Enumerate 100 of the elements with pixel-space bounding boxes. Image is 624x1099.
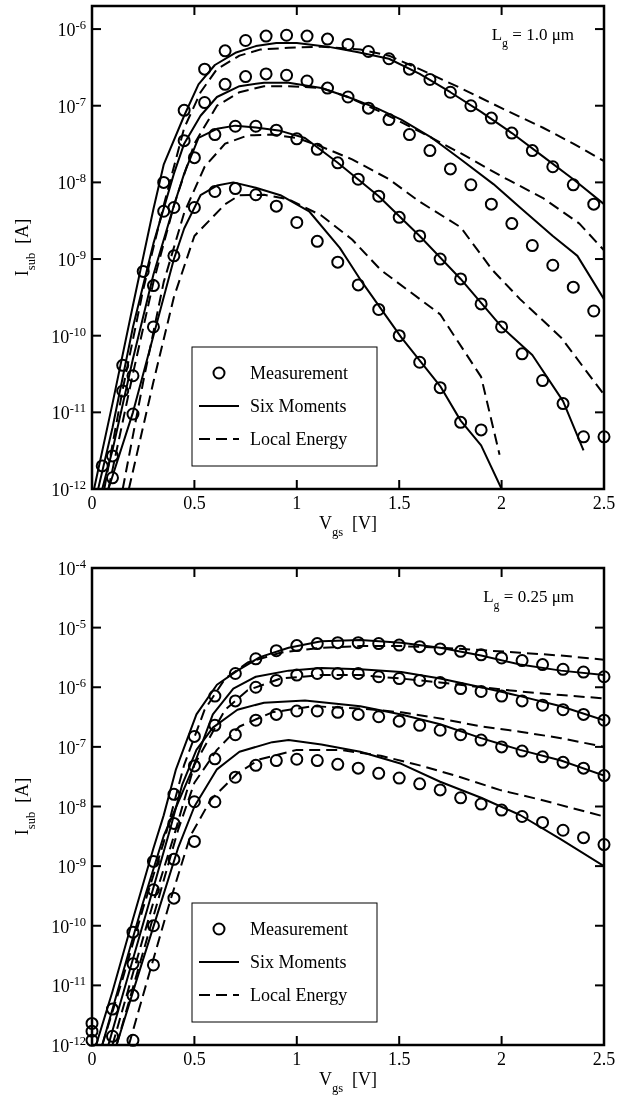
point: [239, 70, 253, 84]
point: [167, 891, 181, 905]
y-tick-label: 10$^{-8}$: [57, 171, 86, 194]
point: [208, 128, 222, 142]
point: [116, 358, 130, 372]
point: [433, 676, 447, 690]
point: [587, 304, 601, 318]
point: [413, 355, 427, 369]
point: [525, 144, 539, 158]
point: [310, 704, 324, 718]
y-tick-label: 10$^{-10}$: [51, 914, 86, 937]
point: [536, 815, 550, 829]
point: [228, 667, 242, 681]
y-tick-label: 10$^{-11}$: [51, 974, 86, 997]
point: [177, 103, 191, 117]
point: [126, 925, 140, 939]
point: [597, 769, 611, 783]
point: [269, 673, 283, 687]
point: [290, 752, 304, 766]
point: [126, 1033, 140, 1047]
y-tick-label: 10$^{-4}$: [57, 557, 87, 579]
point: [351, 707, 365, 721]
point: [208, 718, 222, 732]
point: [249, 652, 263, 666]
point: [85, 1033, 99, 1047]
point: [228, 119, 242, 133]
point: [597, 430, 611, 444]
point: [105, 449, 119, 463]
point: [566, 280, 580, 294]
point: [198, 62, 212, 76]
annotation: L$_{g}$ = 0.25 μm: [483, 587, 574, 612]
y-tick-label: 10$^{-7}$: [57, 94, 86, 117]
point: [495, 651, 509, 665]
point: [259, 29, 273, 43]
point: [228, 770, 242, 784]
point: [351, 761, 365, 775]
x-tick-label: 2: [497, 493, 507, 513]
point: [392, 672, 406, 686]
point: [413, 229, 427, 243]
y-tick-label: 10$^{-10}$: [51, 324, 86, 347]
x-tick-label: 2.5: [592, 1049, 616, 1069]
point: [146, 854, 160, 868]
y-tick-label: 10$^{-7}$: [57, 735, 86, 758]
point: [249, 758, 263, 772]
x-tick-label: 0: [87, 493, 97, 513]
point: [392, 638, 406, 652]
point: [556, 662, 570, 676]
point: [454, 415, 468, 429]
point: [280, 68, 294, 82]
point: [146, 919, 160, 933]
annotation: L$_{g}$ = 1.0 μm: [491, 25, 574, 50]
point: [85, 1016, 99, 1030]
point: [198, 96, 212, 110]
point: [187, 151, 201, 165]
point: [167, 249, 181, 263]
x-tick-label: 2.5: [592, 493, 616, 513]
point: [372, 637, 386, 651]
legend-label: Measurement: [250, 363, 348, 383]
point: [474, 684, 488, 698]
point: [361, 44, 375, 58]
point: [167, 787, 181, 801]
point: [372, 189, 386, 203]
point: [126, 407, 140, 421]
x-axis-title: V$_{gs}$ [V]: [318, 513, 378, 539]
point: [556, 703, 570, 717]
point: [290, 668, 304, 682]
y-tick-label: 10$^{-12}$: [51, 478, 86, 500]
legend-label: Six Moments: [250, 952, 347, 972]
point: [515, 654, 529, 668]
point: [464, 99, 478, 113]
point: [228, 182, 242, 196]
x-tick-label: 1.5: [387, 1049, 411, 1069]
point: [290, 704, 304, 718]
point: [372, 766, 386, 780]
point: [259, 67, 273, 81]
point: [556, 397, 570, 411]
point: [382, 52, 396, 66]
point: [577, 707, 591, 721]
point: [208, 752, 222, 766]
y-tick-label: 10$^{-9}$: [57, 248, 86, 271]
x-tick-label: 0: [87, 1049, 97, 1069]
point: [105, 1002, 119, 1016]
point: [382, 113, 396, 127]
point: [310, 637, 324, 651]
point: [495, 689, 509, 703]
point: [433, 642, 447, 656]
x-tick-label: 1: [292, 1049, 302, 1069]
point: [351, 172, 365, 186]
point: [269, 123, 283, 137]
point: [474, 297, 488, 311]
point: [597, 838, 611, 852]
point: [515, 809, 529, 823]
point: [228, 728, 242, 742]
point: [280, 28, 294, 42]
point: [249, 188, 263, 202]
point: [351, 667, 365, 681]
point: [310, 754, 324, 768]
y-tick-label: 10$^{-6}$: [57, 676, 86, 699]
point: [464, 178, 478, 192]
point: [187, 729, 201, 743]
